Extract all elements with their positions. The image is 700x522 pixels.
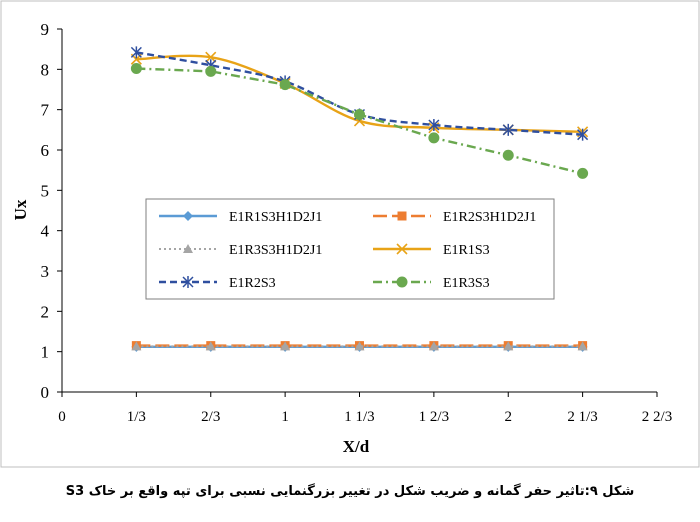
x-tick-label: 1: [281, 409, 289, 425]
data-point: [280, 341, 291, 351]
data-point: [205, 51, 217, 63]
data-point: [577, 167, 589, 179]
data-point: [130, 63, 142, 75]
data-point: [577, 128, 589, 141]
data-point: [131, 341, 142, 351]
series-e1r3s3: [130, 63, 589, 179]
series-line: [136, 51, 583, 136]
data-point: [353, 109, 365, 121]
data-point: [428, 341, 439, 351]
legend-swatch-marker: [183, 211, 193, 221]
y-tick-label: 5: [41, 181, 50, 200]
x-axis-title: X/d: [343, 437, 370, 456]
legend-swatch-marker: [182, 276, 194, 288]
series-e1r3s3h1d2j1: [131, 341, 588, 351]
legend-label: E1R3S3H1D2J1: [229, 243, 322, 258]
y-axis-title: Ux: [11, 199, 30, 220]
y-tick-label: 0: [41, 383, 50, 402]
legend-entry: E1R3S3H1D2J1: [159, 243, 322, 258]
legend-label: E1R1S3H1D2J1: [229, 210, 322, 225]
x-tick-label: 1/3: [127, 409, 146, 425]
legend-swatch-marker: [183, 244, 193, 253]
data-point: [428, 132, 440, 144]
legend-swatch-marker: [396, 243, 408, 255]
data-point: [205, 65, 217, 77]
legend-entry: E1R3S3: [373, 276, 490, 291]
x-tick-label: 2: [504, 409, 512, 425]
legend-label: E1R3S3: [443, 276, 490, 291]
x-tick-label: 1 2/3: [419, 409, 449, 425]
legend: E1R1S3H1D2J1 E1R2S3H1D2J1 E1R3S3H1D2J1 E1R1…: [145, 198, 555, 300]
data-point: [354, 341, 365, 351]
x-tick-label: 1 1/3: [344, 409, 374, 425]
data-point: [577, 341, 588, 351]
x-tick-label: 2 2/3: [642, 409, 672, 425]
x-tick-label: 2 1/3: [567, 409, 597, 425]
data-point: [503, 341, 514, 351]
y-tick-label: 8: [41, 60, 50, 79]
data-point: [428, 118, 440, 131]
y-tick-label: 7: [41, 101, 50, 120]
y-tick-label: 6: [41, 141, 50, 160]
x-tick-label: 2/3: [201, 409, 220, 425]
legend-entry: E1R2S3H1D2J1: [373, 210, 536, 225]
axes: 0 1 2 3 4 5 6 7 8 9 0 1/3 2/3 1 1 1/3 1 2/3 2 2 1/3 2 2/3: [41, 20, 673, 425]
legend-label: E1R1S3: [443, 243, 490, 258]
legend-entry: E1R2S3: [159, 276, 276, 291]
y-tick-label: 4: [41, 222, 50, 241]
y-tick-label: 3: [41, 262, 50, 281]
legend-swatch-marker: [397, 211, 407, 221]
y-tick-label: 2: [41, 302, 50, 321]
legend-entry: E1R1S3H1D2J1: [159, 210, 322, 225]
legend-label: E1R2S3H1D2J1: [443, 210, 536, 225]
legend-label: E1R2S3: [229, 276, 276, 291]
data-point: [502, 149, 514, 161]
series-layer: [130, 46, 589, 352]
plot-area-border: [0, 0, 700, 468]
y-tick-label: 1: [41, 343, 50, 362]
data-point: [279, 79, 291, 91]
data-point: [502, 123, 514, 136]
y-tick-label: 9: [41, 20, 50, 39]
legend-swatch-marker: [396, 276, 408, 288]
data-point: [205, 341, 216, 351]
figure-caption: شکل ۹:تاثیر حفر گمانه و ضریب شکل در تغیی…: [65, 484, 635, 499]
data-point: [130, 46, 142, 59]
legend-entry: E1R1S3: [373, 243, 490, 258]
series-e1r2s3: [130, 46, 589, 141]
x-tick-label: 0: [58, 409, 66, 425]
series-e1r1s3: [130, 51, 589, 138]
